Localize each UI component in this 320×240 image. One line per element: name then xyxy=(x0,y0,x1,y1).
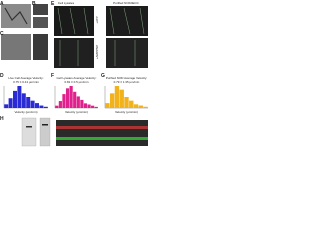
bar xyxy=(69,86,73,108)
bar xyxy=(21,93,26,108)
filament xyxy=(4,7,28,25)
panel-label: H xyxy=(0,116,4,122)
x-axis-label: Velocity (µm/min) xyxy=(14,110,37,114)
row-label: +ATP xyxy=(95,16,99,23)
panel-label: E xyxy=(51,1,55,7)
kymograph xyxy=(54,6,94,36)
bar xyxy=(55,105,59,108)
panel-label: D xyxy=(0,73,4,79)
bar xyxy=(4,104,9,108)
filament-strip xyxy=(56,137,148,140)
gel xyxy=(21,117,37,147)
panel-label: B xyxy=(32,1,36,7)
bar xyxy=(87,104,91,108)
micrograph-strip xyxy=(56,120,148,146)
hist-stat: 0.81 ± 0.5 µm/min xyxy=(64,80,88,84)
bar xyxy=(13,90,17,108)
header-right: Purified NOD4ECC xyxy=(113,1,140,5)
bar xyxy=(26,97,31,108)
micrograph xyxy=(1,34,31,60)
bar xyxy=(43,106,48,108)
micrograph xyxy=(33,4,48,15)
micrograph xyxy=(33,34,48,60)
bar xyxy=(39,105,44,108)
bar xyxy=(62,94,66,108)
kymo-lines xyxy=(57,7,145,66)
filament-strip xyxy=(56,126,148,129)
band xyxy=(26,126,32,128)
band xyxy=(42,124,48,126)
panel-label: C xyxy=(0,31,4,37)
bar xyxy=(109,93,115,108)
x-axis-label: Velocity (µm/min) xyxy=(65,110,88,114)
bar xyxy=(30,100,35,108)
bar xyxy=(73,91,77,108)
bar xyxy=(129,100,134,108)
gel xyxy=(39,117,51,147)
bar xyxy=(35,103,39,108)
bar xyxy=(105,103,110,108)
bar xyxy=(124,97,129,108)
kymograph xyxy=(54,38,94,68)
hist-title: Purified NOD Average Velocity: xyxy=(106,76,148,80)
bar xyxy=(94,106,98,108)
hist-title: Cell Lysates Average Velocity: xyxy=(56,76,96,80)
hist-title: Live Cell Average Velocity: xyxy=(8,76,43,80)
bar xyxy=(119,89,124,108)
hist-stat: 0.75 ± 0.41 µm/min xyxy=(13,80,39,84)
bar xyxy=(65,88,70,108)
bar xyxy=(8,98,13,108)
kymograph xyxy=(106,38,148,68)
x-axis-label: Velocity (µm/min) xyxy=(115,110,138,114)
bar xyxy=(58,101,62,108)
bar xyxy=(133,104,139,108)
header-left: Cell Lysates xyxy=(58,1,75,5)
panel-label: A xyxy=(0,1,4,7)
micrograph xyxy=(33,17,48,28)
bar xyxy=(83,103,88,108)
hist-stat: 0.79 ± 1.35 µm/min xyxy=(114,80,140,84)
figure: Cell Lysates Purified NOD4ECC +ATP +AMPP… xyxy=(0,1,148,147)
panel-label: F xyxy=(51,73,54,79)
row-label: +AMPPNP xyxy=(95,45,99,59)
bar xyxy=(76,96,80,108)
bar xyxy=(80,99,84,108)
bar xyxy=(114,86,120,108)
bar xyxy=(17,86,22,108)
bar xyxy=(91,105,95,108)
panel-label: G xyxy=(101,73,105,79)
bar xyxy=(143,106,148,108)
bar xyxy=(138,105,144,108)
